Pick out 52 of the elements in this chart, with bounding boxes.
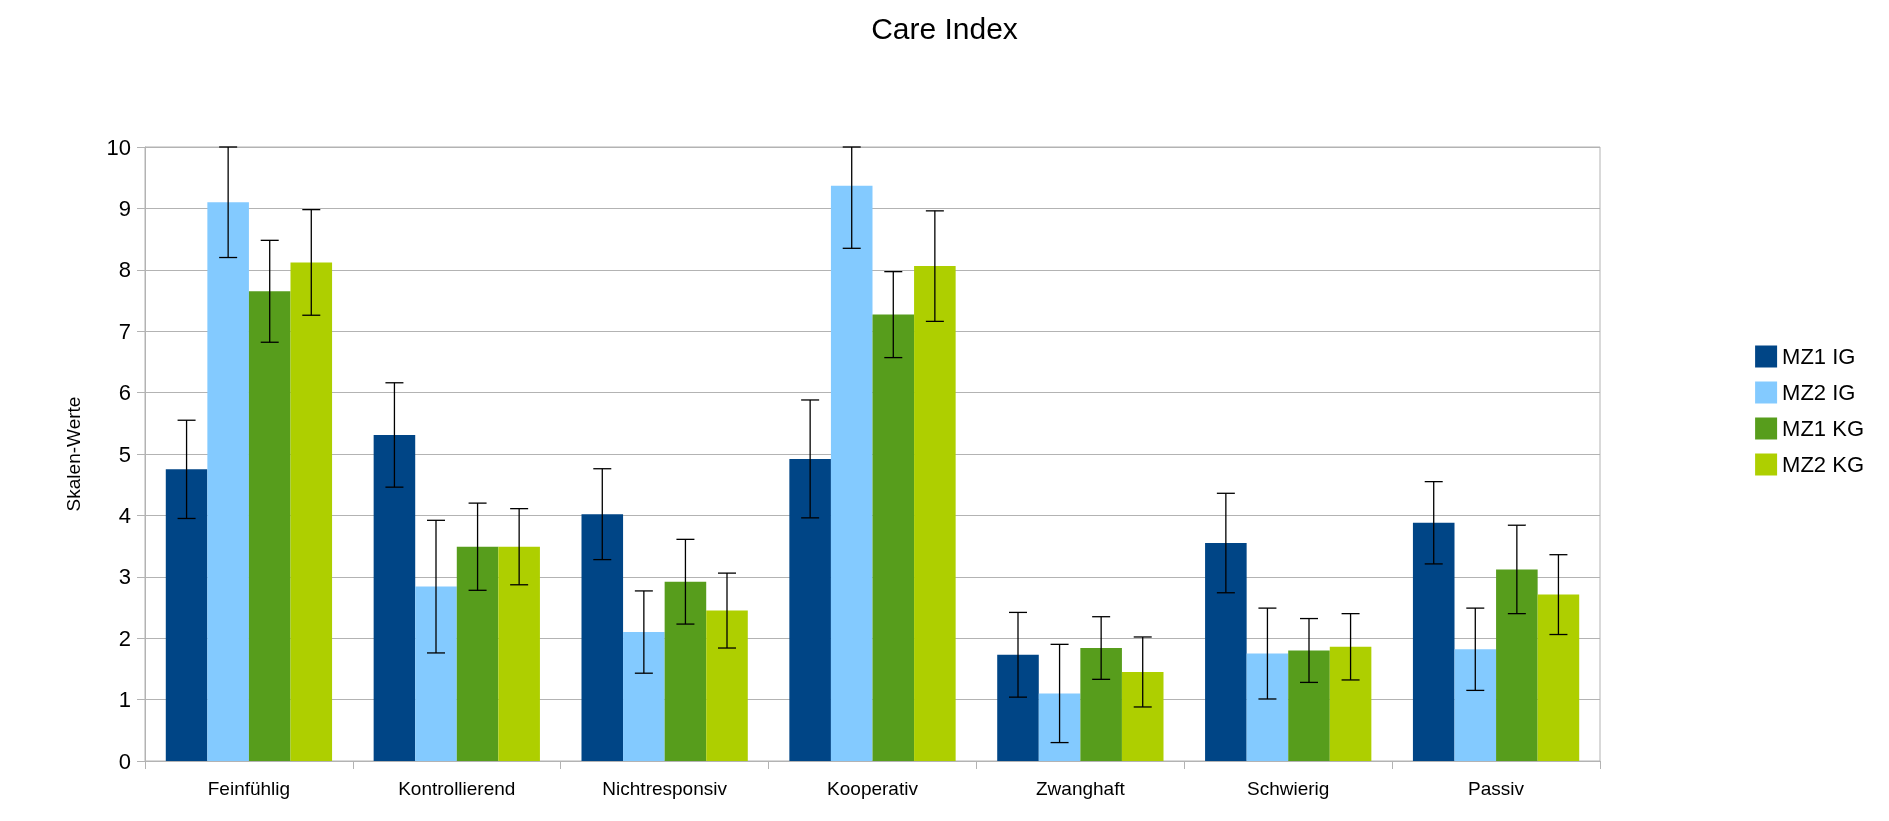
y-tick-label: 1: [118, 687, 131, 713]
bar: [1412, 522, 1455, 761]
bar: [1246, 653, 1289, 761]
bar: [373, 434, 416, 761]
x-tick-label: Kooperativ: [827, 778, 919, 799]
legend-label: MZ1 IG: [1782, 344, 1856, 369]
bar: [1205, 543, 1247, 761]
x-tick-label: Kontrollierend: [398, 778, 516, 799]
bar: [914, 266, 956, 761]
bar: [664, 581, 707, 761]
y-tick-label: 10: [106, 134, 131, 160]
bar: [997, 654, 1039, 761]
x-tick-label: Feinfühlig: [207, 778, 291, 799]
bar: [1121, 671, 1164, 761]
bar: [872, 314, 915, 761]
bar: [165, 469, 208, 761]
bar: [1329, 646, 1372, 761]
legend-label: MZ2 KG: [1782, 452, 1865, 477]
x-tick-label: Schwierig: [1247, 778, 1330, 799]
y-tick-label: 5: [118, 441, 131, 467]
bar: [207, 202, 249, 761]
y-tick-label: 9: [118, 195, 131, 221]
y-tick-label: 6: [118, 380, 131, 406]
bar: [290, 262, 333, 761]
legend-label: MZ1 KG: [1782, 416, 1865, 441]
x-tick-label: Zwanghaft: [1035, 778, 1126, 799]
y-tick-label: 2: [118, 625, 131, 651]
x-tick-label: Nichtresponsiv: [602, 778, 728, 799]
bar: [623, 632, 665, 761]
y-tick-label: 7: [118, 318, 131, 344]
bar: [1537, 594, 1580, 761]
bar: [456, 546, 499, 761]
bar: [1080, 648, 1122, 761]
bar: [1038, 693, 1081, 761]
legend-label: MZ2 IG: [1782, 380, 1856, 405]
y-axis-title: Skalen-Werte: [63, 396, 84, 512]
bar: [1454, 649, 1497, 761]
bar: [1496, 569, 1538, 761]
y-tick-label: 4: [118, 502, 131, 528]
bar: [830, 185, 873, 761]
bar: [248, 291, 291, 761]
bar: [1288, 650, 1330, 761]
y-tick-label: 8: [118, 257, 131, 283]
x-tick-label: Passiv: [1468, 778, 1525, 799]
bar: [498, 546, 540, 761]
bar: [415, 586, 457, 761]
y-tick-label: 3: [118, 564, 131, 590]
bar: [789, 458, 831, 761]
bar: [706, 610, 748, 761]
y-tick-label: 0: [118, 748, 131, 774]
bar: [581, 514, 624, 761]
chart-title: Care Index: [871, 11, 1018, 45]
